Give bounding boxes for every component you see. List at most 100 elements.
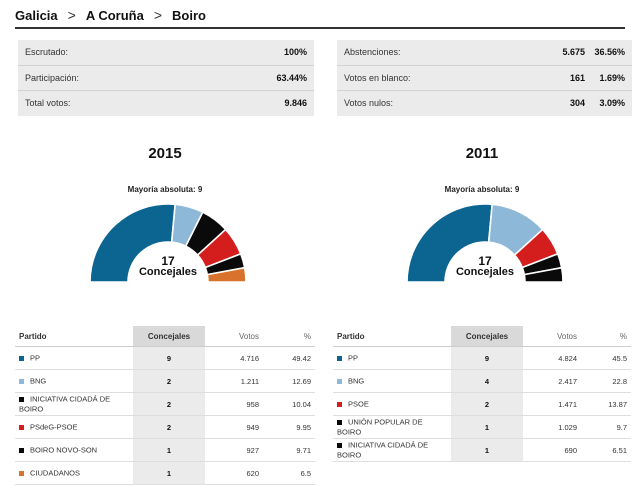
seat-segment-pp [406,203,494,283]
party-name: INICIATIVA CIDADÁ DE BOIRO [19,395,111,414]
party-votes: 958 [205,392,263,416]
stat-value: 304 [569,98,585,109]
party-cell: INICIATIVA CIDADÁ DE BOIRO [333,438,451,462]
party-seats: 1 [451,415,523,439]
table-header-row: Partido Concejales Votos % [333,326,631,347]
stat-participacion: Participación: 63.44% [18,66,314,91]
party-seats: 2 [133,392,205,416]
party-color-swatch [337,378,342,384]
results-table-2011: Partido Concejales Votos % PP 9 4.824 45.5 B… [333,326,631,462]
party-votes: 1.471 [523,392,581,416]
seats-word-2015: Concejales [138,266,198,278]
col-votos: Votos [205,326,263,347]
col-percent: % [581,326,631,347]
party-votes: 690 [523,438,581,462]
stat-label: Total votos: [25,98,71,109]
hemicycle-center-2015: 17 Concejales [128,255,208,278]
party-cell: PSOE [333,392,451,416]
party-votes: 4.824 [523,346,581,370]
results-table-2015: Partido Concejales Votos % PP 9 4.716 49.42… [15,326,315,485]
seat-hemicycle-2015 [89,203,247,283]
party-votes: 1.029 [523,415,581,439]
party-color-swatch [337,401,342,407]
breadcrumb-galicia[interactable]: Galicia [15,7,58,23]
col-concejales: Concejales [451,326,523,347]
party-percent: 22.8 [581,369,631,393]
table-row: UNIÓN POPULAR DE BOIRO 1 1.029 9.7 [333,415,631,439]
stat-label: Participación: [25,72,80,83]
col-votos: Votos [523,326,581,347]
stat-total-votos: Total votos: 9.846 [18,91,314,116]
total-seats-2011: 17 [478,254,492,268]
stat-percent: 36.56% [594,47,625,58]
party-color-swatch [337,420,342,425]
party-seats: 4 [451,369,523,393]
party-votes: 1.211 [205,369,263,393]
party-cell: BNG [15,369,133,393]
party-votes: 2.417 [523,369,581,393]
party-color-swatch [337,443,342,448]
party-seats: 1 [133,438,205,462]
party-color-swatch [19,397,24,402]
majority-label-2011: Mayoría absoluta: 9 [444,185,520,194]
stat-percent: 1.69% [599,72,625,83]
col-partido: Partido [15,326,133,347]
party-votes: 949 [205,415,263,439]
seat-segment-pp [89,203,177,283]
stat-percent: 3.09% [599,98,625,109]
party-votes: 620 [205,461,263,485]
party-name: PSdeG-PSOE [30,422,78,432]
party-cell: PP [333,346,451,370]
table-row: INICIATIVA CIDADÁ DE BOIRO 1 690 6.51 [333,438,631,462]
party-color-swatch [19,447,24,453]
party-percent: 6.51 [581,438,631,462]
party-name: UNIÓN POPULAR DE BOIRO [337,418,423,437]
party-percent: 6.5 [263,461,315,485]
party-percent: 49.42 [263,346,315,370]
table-row: BNG 4 2.417 22.8 [333,369,631,393]
stat-label: Votos en blanco: [344,72,411,83]
party-cell: CIUDADANOS [15,461,133,485]
party-name: PP [30,353,41,363]
party-seats: 2 [133,369,205,393]
table-row: BOIRO NOVO-SON 1 927 9.71 [15,438,315,462]
party-color-swatch [19,378,24,384]
stat-votos-nulos: Votos nulos: 304 3.09% [337,91,632,116]
table-row: PP 9 4.824 45.5 [333,346,631,370]
table-row: PSOE 2 1.471 13.87 [333,392,631,416]
party-color-swatch [19,424,24,430]
table-row: PP 9 4.716 49.42 [15,346,315,370]
hemicycle-center-2011: 17 Concejales [445,254,525,278]
year-heading-2015: 2015 [148,145,182,162]
party-percent: 10.04 [263,392,315,416]
stat-abstenciones: Abstenciones: 5.675 36.56% [337,40,632,66]
party-name: BOIRO NOVO-SON [30,445,98,455]
table-header-row: Partido Concejales Votos % [15,326,315,347]
party-name: PP [348,353,359,363]
breadcrumb-separator: > [67,7,76,23]
stat-value: 100% [283,47,307,58]
breadcrumb-separator: > [153,7,163,23]
party-cell: UNIÓN POPULAR DE BOIRO [333,415,451,439]
seats-word-2011: Concejales [455,266,515,278]
stat-label: Votos nulos: [344,98,394,109]
col-concejales: Concejales [133,326,205,347]
stat-value: 161 [569,72,585,83]
year-heading-2011: 2011 [465,145,499,162]
party-cell: PP [15,346,133,370]
table-row: BNG 2 1.211 12.69 [15,369,315,393]
stats-summary-right: Abstenciones: 5.675 36.56% Votos en blan… [337,40,632,116]
party-color-swatch [337,355,342,361]
seat-segment-ciudadanos [206,266,247,283]
party-cell: BOIRO NOVO-SON [15,438,133,462]
party-votes: 927 [205,438,263,462]
stat-value: 5.675 [562,47,585,58]
party-percent: 9.95 [263,415,315,439]
stat-value: 63.44% [276,72,307,83]
breadcrumb-divider [15,27,625,29]
stat-label: Escrutado: [25,47,69,58]
party-seats: 2 [451,392,523,416]
col-percent: % [263,326,315,347]
breadcrumb-a-coruna[interactable]: A Coruña [85,7,144,23]
party-name: BNG [30,376,47,386]
